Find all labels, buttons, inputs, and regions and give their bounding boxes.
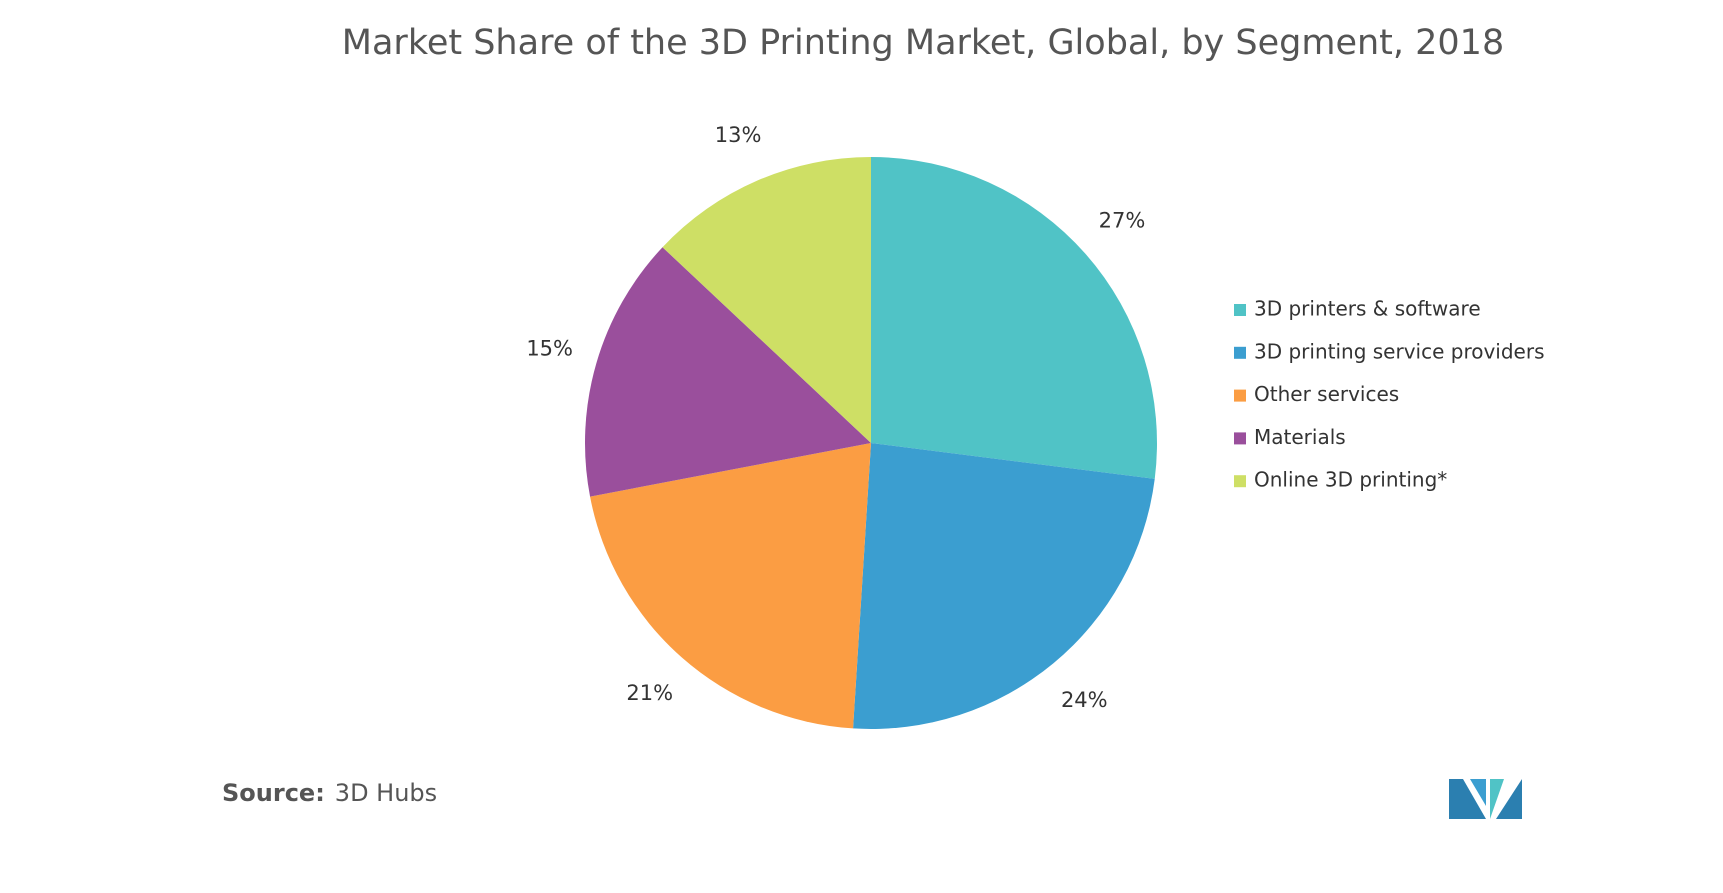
legend-swatch <box>1234 389 1246 402</box>
legend-label: 3D printers & software <box>1254 297 1481 321</box>
legend-label: Other services <box>1254 382 1399 406</box>
logo-part <box>1449 779 1486 819</box>
legend: 3D printers & software 3D printing servic… <box>1234 297 1545 492</box>
pie: 27% 24% 21% 15% 13% <box>526 123 1157 729</box>
logo-part <box>1490 779 1504 819</box>
data-label: 24% <box>1061 688 1108 712</box>
pie-slice <box>585 247 871 497</box>
legend-swatch <box>1234 304 1246 316</box>
data-label: 15% <box>526 337 573 361</box>
source: Source: 3D Hubs <box>222 779 437 807</box>
legend-label: 3D printing service providers <box>1254 339 1545 363</box>
data-label: 21% <box>626 681 673 705</box>
logo-part <box>1496 779 1522 819</box>
pie-slice <box>662 157 871 443</box>
source-text: 3D Hubs <box>335 779 437 807</box>
logo <box>1449 779 1522 819</box>
source-label: Source: <box>222 779 325 807</box>
pie-slice <box>853 443 1155 729</box>
legend-label: Materials <box>1254 425 1346 449</box>
pie-slice <box>590 443 871 729</box>
data-label: 27% <box>1099 209 1146 233</box>
legend-swatch <box>1234 432 1246 445</box>
chart-title: Market Share of the 3D Printing Market, … <box>342 23 1504 63</box>
pie-slice <box>871 157 1157 479</box>
legend-swatch <box>1234 475 1246 488</box>
data-label: 13% <box>715 123 762 147</box>
legend-swatch <box>1234 346 1246 359</box>
logo-part <box>1470 779 1486 806</box>
legend-label: Online 3D printing* <box>1254 468 1447 492</box>
